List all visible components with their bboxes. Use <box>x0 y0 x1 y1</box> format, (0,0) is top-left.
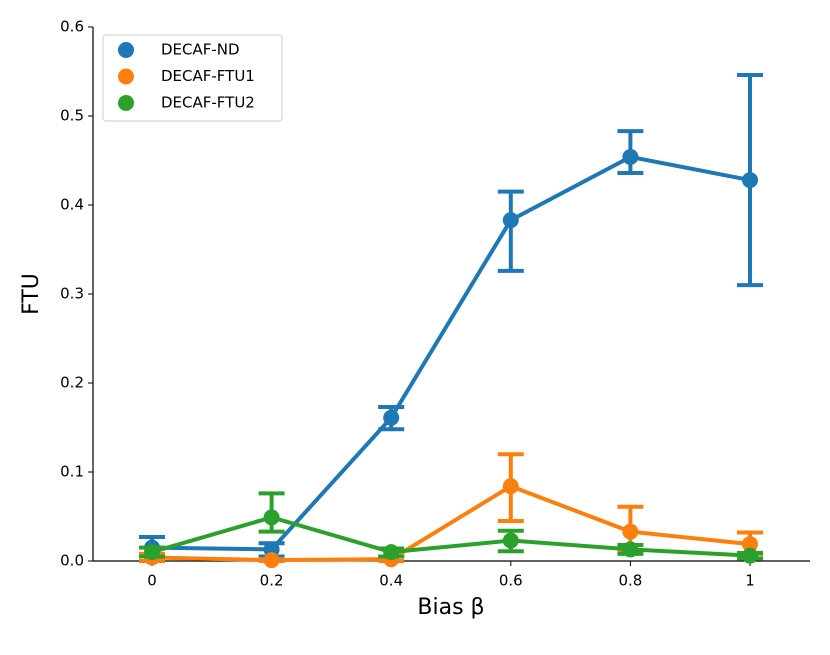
point <box>144 544 160 561</box>
point <box>383 409 400 426</box>
x-axis-label: Bias β <box>417 595 484 620</box>
x-tick-label: 0.8 <box>618 572 642 590</box>
point <box>742 536 758 553</box>
series-line <box>151 515 751 558</box>
y-tick-label: 0.2 <box>60 374 84 392</box>
x-tick-label: 0 <box>147 572 157 590</box>
legend-marker <box>118 68 134 85</box>
x-tick-label: 0.4 <box>379 572 403 590</box>
y-tick-label: 0.5 <box>60 107 84 125</box>
point <box>622 523 639 540</box>
series-line <box>151 154 751 552</box>
point <box>742 547 758 564</box>
legend-marker <box>118 42 134 58</box>
y-tick-label: 0.1 <box>60 463 84 481</box>
y-tick-label: 0.0 <box>60 552 84 570</box>
point <box>502 212 519 229</box>
error-bar <box>497 189 524 273</box>
point <box>263 509 280 526</box>
legend-label: DECAF-ND <box>161 41 240 59</box>
point <box>383 544 400 561</box>
legend-box <box>102 34 283 122</box>
point <box>622 148 639 165</box>
point <box>622 541 639 558</box>
point <box>742 172 758 189</box>
x-tick-label: 1 <box>745 572 755 590</box>
y-tick-label: 0.6 <box>60 18 84 36</box>
x-tick-label: 0.2 <box>260 572 284 590</box>
y-tick-label: 0.3 <box>60 285 84 303</box>
series-line <box>151 484 751 563</box>
point <box>263 552 280 569</box>
point <box>502 532 519 549</box>
legend-label: DECAF-FTU2 <box>161 94 255 112</box>
legend-label: DECAF-FTU1 <box>161 67 255 85</box>
legend-marker <box>118 95 134 111</box>
y-tick-label: 0.4 <box>60 196 84 214</box>
y-axis-label: FTU <box>19 273 44 315</box>
point <box>502 478 519 495</box>
x-tick-label: 0.6 <box>499 572 523 590</box>
